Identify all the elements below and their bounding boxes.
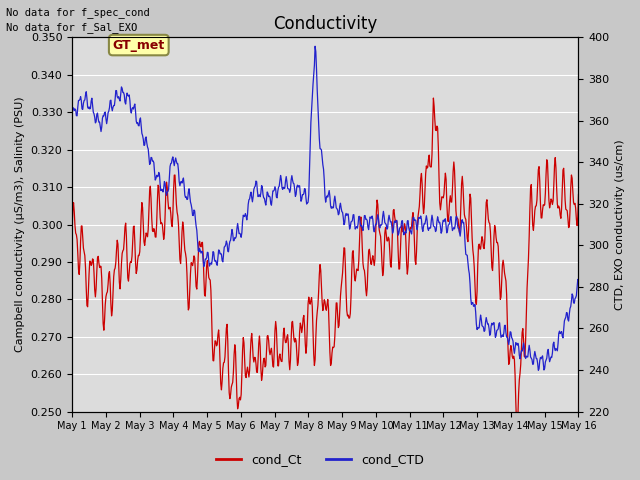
Text: GT_met: GT_met <box>113 38 165 51</box>
Legend: cond_Ct, cond_CTD: cond_Ct, cond_CTD <box>211 448 429 471</box>
Title: Conductivity: Conductivity <box>273 15 378 33</box>
Text: No data for f_spec_cond: No data for f_spec_cond <box>6 7 150 18</box>
Y-axis label: Campbell conductivity (µS/m3), Salinity (PSU): Campbell conductivity (µS/m3), Salinity … <box>15 96 25 352</box>
Y-axis label: CTD, EXO conductivity (us/cm): CTD, EXO conductivity (us/cm) <box>615 139 625 310</box>
Text: No data for f_Sal_EXO: No data for f_Sal_EXO <box>6 22 138 33</box>
